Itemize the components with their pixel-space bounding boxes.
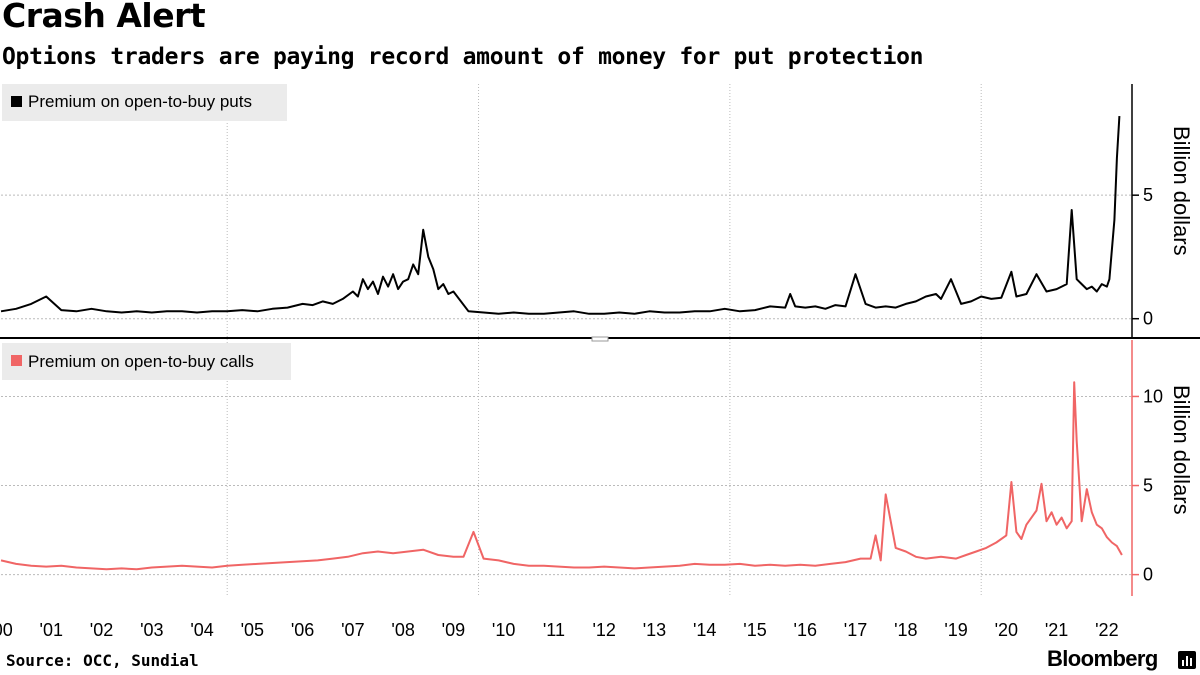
x-tick-label: '01 xyxy=(40,620,63,640)
x-tick-label: '15 xyxy=(743,620,766,640)
series-line-calls-panel xyxy=(0,381,1123,571)
x-tick-label: '09 xyxy=(442,620,465,640)
calls-y-axis-title: Billion dollars xyxy=(1169,385,1194,515)
y-ticks: 0 5 0 5 10 xyxy=(1132,185,1163,585)
puts-legend: Premium on open-to-buy puts xyxy=(2,84,287,121)
chart-title: Crash Alert xyxy=(2,0,206,35)
x-tick-label: '07 xyxy=(341,620,364,640)
y-tick-label: 5 xyxy=(1143,476,1153,496)
x-tick-label: '11 xyxy=(543,620,565,640)
x-tick-label: '02 xyxy=(90,620,113,640)
x-tick-label: '19 xyxy=(944,620,967,640)
x-tick-label: '21 xyxy=(1045,620,1068,640)
series-line-puts-panel xyxy=(0,116,1121,315)
panel-resize-handle[interactable] xyxy=(591,336,609,342)
puts-legend-swatch xyxy=(11,96,22,107)
x-tick-label: '18 xyxy=(894,620,917,640)
chart-subtitle: Options traders are paying record amount… xyxy=(2,44,924,70)
calls-legend-label: Premium on open-to-buy calls xyxy=(28,352,254,371)
bloomberg-bars-icon xyxy=(1178,651,1196,669)
chart-frame xyxy=(0,84,1200,596)
x-tick-label: '13 xyxy=(643,620,666,640)
x-tick-label: '03 xyxy=(140,620,163,640)
x-tick-label: '16 xyxy=(794,620,817,640)
x-tick-label: '06 xyxy=(291,620,314,640)
x-tick-label: '12 xyxy=(592,620,615,640)
puts-y-axis-title: Billion dollars xyxy=(1169,126,1194,256)
calls-legend-background xyxy=(2,343,291,380)
source-note: Source: OCC, Sundial xyxy=(6,651,199,670)
x-tick-label: '22 xyxy=(1095,620,1118,640)
x-tick-label: '04 xyxy=(190,620,213,640)
x-tick-label: '17 xyxy=(844,620,867,640)
y-tick-label: 10 xyxy=(1143,386,1163,406)
calls-legend-swatch xyxy=(11,355,22,366)
x-tick-label: '05 xyxy=(241,620,264,640)
x-tick-label: '14 xyxy=(693,620,716,640)
x-tick-label: '08 xyxy=(391,620,414,640)
x-tick-label: '00 xyxy=(0,620,13,640)
puts-legend-background xyxy=(2,84,287,121)
calls-legend: Premium on open-to-buy calls xyxy=(2,343,291,380)
x-tick-label: '20 xyxy=(995,620,1018,640)
x-tick-label: '10 xyxy=(492,620,515,640)
series-lines xyxy=(0,116,1123,571)
y-tick-label: 0 xyxy=(1143,565,1153,585)
y-tick-label: 0 xyxy=(1143,309,1153,329)
gridlines xyxy=(1,84,1132,596)
y-tick-label: 5 xyxy=(1143,185,1153,205)
x-ticks: '00 '01 '02 '03 '04 '05 '06 '07 '08 '09 '10 '11 '12 '… xyxy=(0,620,1119,640)
bloomberg-logo: Bloomberg xyxy=(1047,646,1158,671)
puts-legend-label: Premium on open-to-buy puts xyxy=(28,92,252,111)
